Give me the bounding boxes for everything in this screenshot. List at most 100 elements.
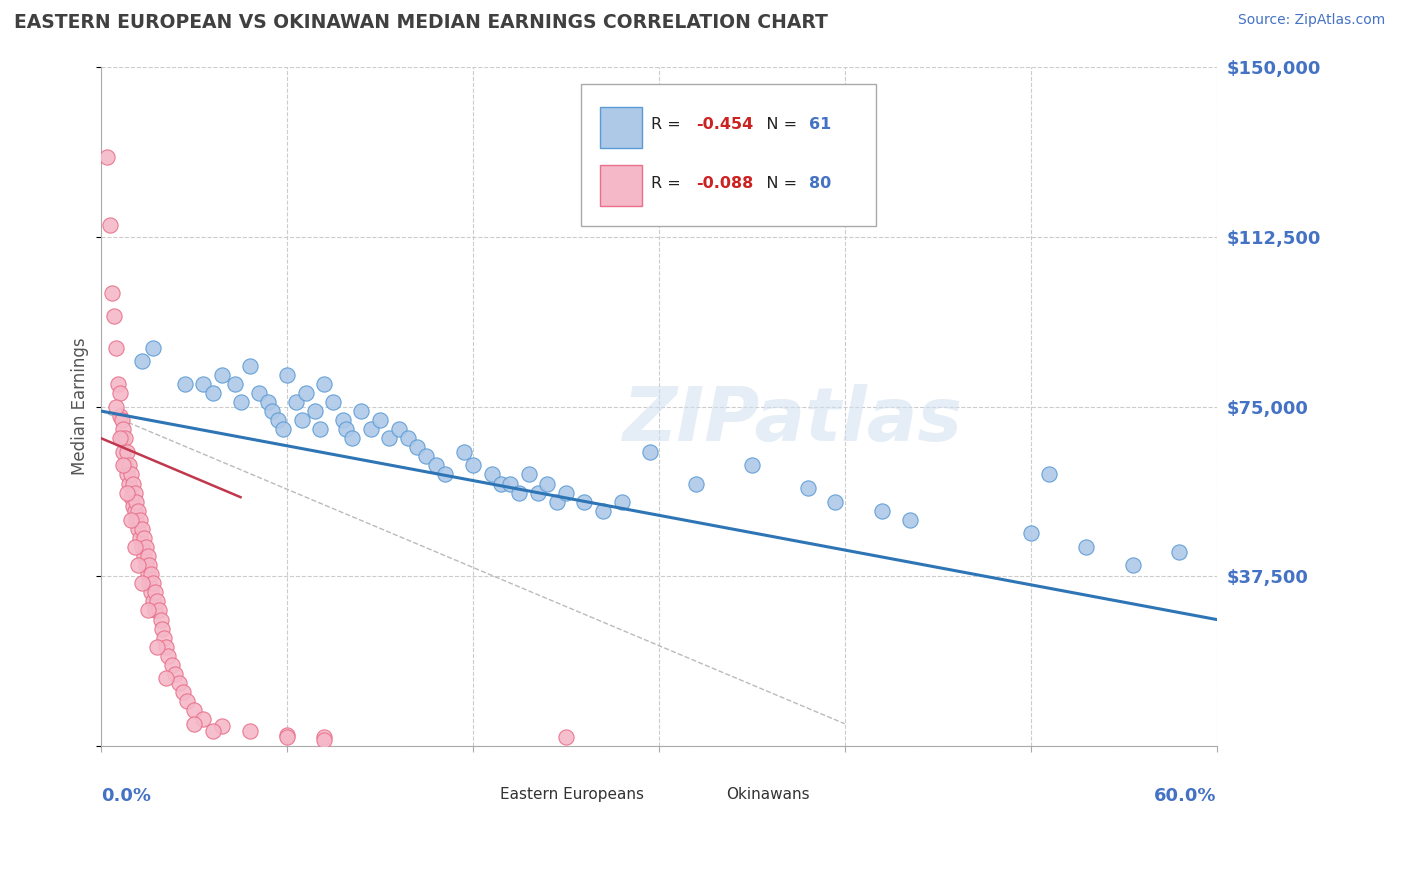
Point: [135, 540, 157, 554]
Point: [129, 531, 152, 545]
Point: [453, 445, 475, 459]
Point: [110, 431, 132, 445]
Point: [276, 368, 298, 382]
Point: [153, 631, 176, 645]
Point: [118, 476, 141, 491]
Point: [335, 422, 357, 436]
Text: EASTERN EUROPEAN VS OKINAWAN MEDIAN EARNINGS CORRELATION CHART: EASTERN EUROPEAN VS OKINAWAN MEDIAN EARN…: [14, 13, 828, 32]
FancyBboxPatch shape: [600, 165, 643, 206]
Point: [183, 716, 205, 731]
Point: [131, 576, 153, 591]
FancyBboxPatch shape: [600, 107, 643, 148]
Point: [461, 458, 484, 473]
Point: [135, 558, 157, 573]
Point: [291, 413, 314, 427]
Point: [870, 504, 893, 518]
Point: [136, 567, 159, 582]
Point: [176, 694, 198, 708]
Point: [115, 485, 138, 500]
Point: [1019, 526, 1042, 541]
Point: [152, 622, 174, 636]
Text: 80: 80: [810, 176, 832, 191]
Point: [173, 376, 195, 391]
Point: [115, 467, 138, 482]
Point: [285, 395, 308, 409]
Point: [554, 485, 576, 500]
Point: [156, 648, 179, 663]
Point: [141, 585, 163, 599]
Point: [155, 640, 177, 654]
Text: R =: R =: [651, 117, 686, 132]
Point: [1168, 544, 1191, 558]
Point: [257, 395, 280, 409]
Point: [322, 395, 344, 409]
Point: [136, 549, 159, 563]
Point: [314, 731, 336, 745]
Point: [129, 513, 152, 527]
Point: [224, 376, 246, 391]
Point: [685, 476, 707, 491]
Point: [276, 728, 298, 742]
Point: [165, 667, 187, 681]
Point: [124, 540, 146, 554]
Point: [271, 422, 294, 436]
Point: [127, 504, 149, 518]
Point: [104, 341, 127, 355]
Point: [350, 404, 373, 418]
Point: [741, 458, 763, 473]
Point: [148, 603, 170, 617]
Point: [193, 712, 215, 726]
Point: [132, 549, 155, 563]
Point: [239, 359, 262, 373]
Point: [124, 504, 146, 518]
Point: [121, 476, 143, 491]
Text: 60.0%: 60.0%: [1154, 788, 1216, 805]
Point: [574, 494, 596, 508]
Point: [434, 467, 457, 482]
Point: [796, 481, 818, 495]
Point: [107, 376, 129, 391]
Point: [201, 385, 224, 400]
Point: [103, 309, 125, 323]
Text: -0.454: -0.454: [696, 117, 752, 132]
Point: [101, 286, 124, 301]
Point: [193, 376, 215, 391]
Point: [340, 431, 363, 445]
Text: -0.088: -0.088: [696, 176, 752, 191]
Point: [172, 685, 194, 699]
Point: [104, 400, 127, 414]
Point: [125, 494, 148, 508]
Point: [396, 431, 419, 445]
Point: [898, 513, 921, 527]
Point: [114, 458, 136, 473]
Y-axis label: Median Earnings: Median Earnings: [72, 338, 89, 475]
Text: 0.0%: 0.0%: [101, 788, 150, 805]
Point: [489, 476, 512, 491]
Point: [131, 354, 153, 368]
Point: [131, 540, 153, 554]
Text: R =: R =: [651, 176, 686, 191]
Point: [143, 603, 166, 617]
Point: [142, 341, 165, 355]
Point: [108, 385, 131, 400]
Point: [108, 409, 131, 423]
Point: [554, 731, 576, 745]
Point: [546, 494, 568, 508]
Text: N =: N =: [751, 176, 803, 191]
Point: [247, 385, 270, 400]
Point: [138, 558, 160, 573]
Point: [132, 531, 155, 545]
Point: [108, 431, 131, 445]
Point: [120, 490, 142, 504]
Point: [136, 603, 159, 617]
Point: [499, 476, 522, 491]
Point: [142, 576, 165, 591]
Point: [146, 594, 169, 608]
Point: [360, 422, 382, 436]
Point: [112, 422, 135, 436]
Point: [127, 522, 149, 536]
Text: Source: ZipAtlas.com: Source: ZipAtlas.com: [1237, 13, 1385, 28]
Point: [425, 458, 447, 473]
Point: [481, 467, 503, 482]
Point: [517, 467, 540, 482]
